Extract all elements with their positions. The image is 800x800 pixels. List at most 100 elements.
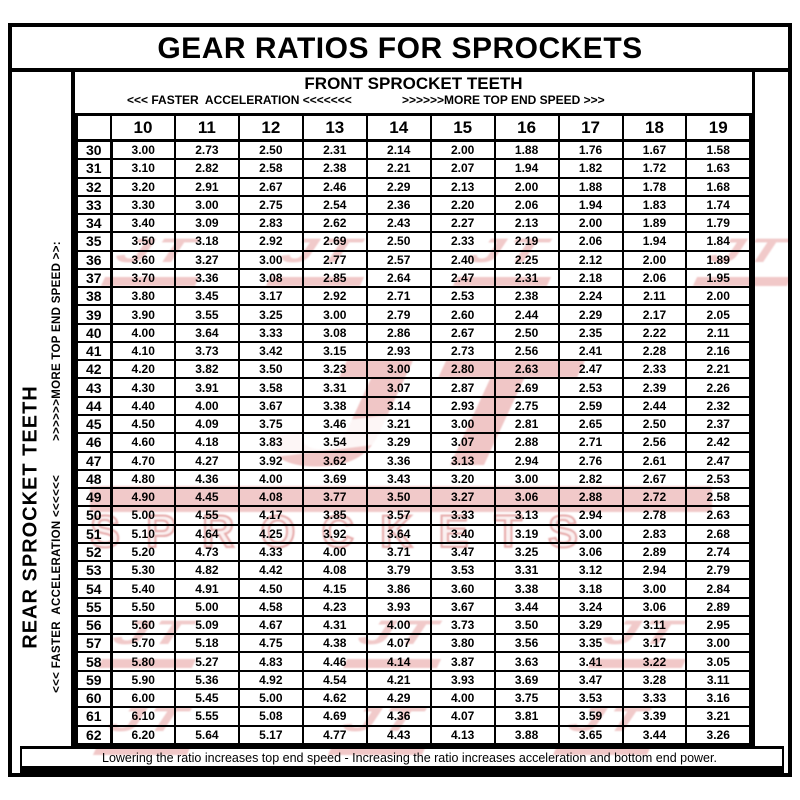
ratio-cell: 3.00 [429, 413, 496, 435]
rear-faster-acceleration-hint: <<< FASTER ACCELERATION <<<<<< [51, 474, 63, 693]
rear-teeth-row-header: 46 [75, 432, 113, 453]
ratio-cell: 4.83 [237, 651, 304, 672]
rear-direction-hint: <<< FASTER ACCELERATION <<<<<< >>>>>>MORE… [51, 241, 63, 693]
corner-cell [75, 113, 112, 142]
ratio-cell: 2.87 [429, 377, 496, 398]
rear-teeth-row-header: 54 [75, 578, 113, 599]
ratio-cell: 2.31 [301, 139, 368, 161]
ratio-cell: 3.08 [301, 322, 368, 343]
ratio-cell: 4.00 [301, 541, 368, 563]
ratio-cell: 3.69 [493, 669, 560, 690]
ratio-cell: 1.68 [685, 176, 752, 197]
ratio-cell: 6.10 [110, 706, 176, 727]
ratio-cell: 2.88 [557, 487, 624, 508]
ratio-cell: 4.36 [173, 468, 240, 490]
ratio-cell: 4.07 [429, 706, 496, 727]
ratio-cell: 2.35 [557, 322, 624, 343]
ratio-cell: 4.33 [237, 541, 304, 563]
ratio-cell: 5.08 [237, 706, 304, 727]
ratio-cell: 1.83 [621, 194, 688, 216]
ratio-cell: 3.73 [173, 340, 240, 362]
ratio-cell: 4.23 [301, 596, 368, 617]
ratio-cell: 2.81 [493, 413, 560, 435]
ratio-cell: 3.92 [301, 523, 368, 544]
ratio-cell: 3.30 [110, 194, 176, 216]
ratio-row: 57 5.70 5.18 4.75 4.38 4.07 3.80 3.56 3.35 3.17 3.… [75, 633, 752, 654]
rear-teeth-row-header: 33 [75, 194, 113, 216]
ratio-cell: 2.75 [237, 194, 304, 216]
ratio-cell: 3.70 [110, 267, 176, 289]
ratio-cell: 4.92 [237, 669, 304, 690]
rear-teeth-row-header: 42 [75, 359, 113, 380]
ratio-cell: 2.47 [429, 267, 496, 289]
ratio-cell: 2.40 [429, 249, 496, 270]
ratio-cell: 3.42 [237, 340, 304, 362]
ratio-cell: 2.83 [237, 213, 304, 234]
ratio-cell: 5.50 [110, 596, 176, 617]
rear-teeth-row-header: 55 [75, 596, 113, 617]
ratio-cell: 2.06 [621, 267, 688, 289]
ratio-cell: 2.67 [621, 468, 688, 490]
ratio-cell: 4.82 [173, 560, 240, 581]
ratio-cell: 4.36 [365, 706, 432, 727]
ratio-cell: 3.15 [301, 340, 368, 362]
ratio-cell: 3.79 [365, 560, 432, 581]
ratio-cell: 2.22 [621, 322, 688, 343]
ratio-cell: 4.50 [110, 413, 176, 435]
ratio-cell: 3.50 [110, 231, 176, 252]
ratio-cell: 3.45 [173, 286, 240, 307]
front-teeth-col-header: 15 [429, 113, 496, 142]
ratio-cell: 3.93 [429, 669, 496, 690]
ratio-cell: 1.79 [685, 213, 752, 234]
ratio-cell: 3.09 [173, 213, 240, 234]
page-title: GEAR RATIOS FOR SPROCKETS [157, 32, 643, 65]
ratio-cell: 3.40 [429, 523, 496, 544]
ratio-cell: 3.20 [110, 176, 176, 197]
ratio-cell: 3.26 [685, 724, 752, 746]
ratio-cell: 3.33 [237, 322, 304, 343]
ratio-cell: 2.19 [493, 231, 560, 252]
rear-teeth-row-header: 44 [75, 395, 113, 416]
ratio-cell: 3.17 [237, 286, 304, 307]
ratio-cell: 2.53 [685, 468, 752, 490]
ratio-cell: 3.67 [429, 596, 496, 617]
rear-teeth-row-header: 58 [75, 651, 113, 672]
ratio-cell: 2.16 [685, 340, 752, 362]
ratio-cell: 2.75 [493, 395, 560, 416]
ratio-row: 52 5.20 4.73 4.33 4.00 3.71 3.47 3.25 3.06 2.89 2.… [75, 541, 752, 563]
ratio-cell: 4.70 [110, 450, 176, 471]
ratio-row: 30 3.00 2.73 2.50 2.31 2.14 2.00 1.88 1.76 1.67 1.… [75, 139, 752, 161]
ratio-cell: 2.92 [301, 286, 368, 307]
ratio-cell: 4.30 [110, 377, 176, 398]
ratio-cell: 3.47 [557, 669, 624, 690]
ratio-cell: 2.00 [429, 139, 496, 161]
ratio-cell: 4.10 [110, 340, 176, 362]
ratio-cell: 3.19 [493, 523, 560, 544]
ratio-cell: 3.50 [365, 487, 432, 508]
rear-teeth-row-header: 39 [75, 304, 113, 325]
ratio-cell: 3.27 [429, 487, 496, 508]
ratio-cell: 3.06 [621, 596, 688, 617]
ratio-cell: 2.27 [429, 213, 496, 234]
ratio-cell: 3.93 [365, 596, 432, 617]
rear-teeth-row-header: 47 [75, 450, 113, 471]
ratio-cell: 3.87 [429, 651, 496, 672]
rear-teeth-row-header: 35 [75, 231, 113, 252]
ratio-cell: 4.45 [173, 487, 240, 508]
front-teeth-col-header: 12 [237, 113, 304, 142]
front-teeth-col-header: 13 [301, 113, 368, 142]
ratio-cell: 4.54 [301, 669, 368, 690]
ratio-cell: 2.12 [557, 249, 624, 270]
ratio-cell: 2.72 [621, 487, 688, 508]
ratio-cell: 3.33 [621, 687, 688, 709]
ratio-cell: 2.94 [557, 505, 624, 526]
ratio-cell: 4.21 [365, 669, 432, 690]
ratio-cell: 2.47 [557, 359, 624, 380]
ratio-cell: 3.25 [237, 304, 304, 325]
ratio-cell: 2.20 [429, 194, 496, 216]
ratio-cell: 5.00 [110, 505, 176, 526]
ratio-cell: 2.79 [365, 304, 432, 325]
ratio-cell: 4.73 [173, 541, 240, 563]
ratio-row: 49 4.90 4.45 4.08 3.77 3.50 3.27 3.06 2.88 2.72 2.… [75, 487, 752, 508]
ratio-cell: 2.36 [365, 194, 432, 216]
